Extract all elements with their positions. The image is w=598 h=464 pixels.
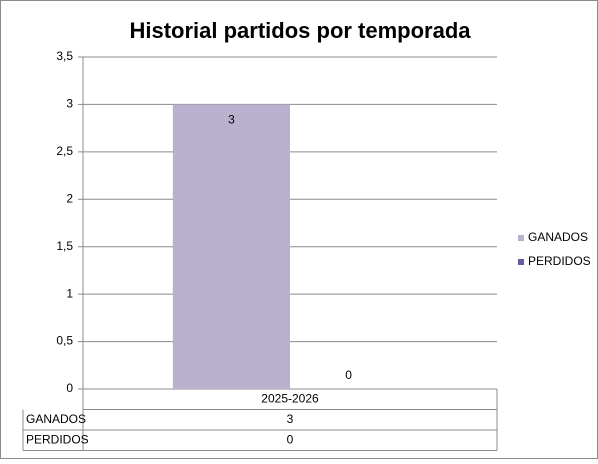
y-tick-label: 2 [66, 191, 73, 205]
legend-label: PERDIDOS [528, 254, 591, 268]
x-tick-label: 2025-2026 [261, 391, 319, 405]
legend-marker [518, 235, 524, 241]
y-tick-label: 3,5 [56, 49, 73, 63]
table-cell: 3 [287, 412, 294, 426]
y-tick-label: 2,5 [56, 144, 73, 158]
y-tick-label: 0 [66, 381, 73, 395]
data-label: 3 [228, 113, 235, 127]
y-tick-label: 1,5 [56, 239, 73, 253]
data-label: 0 [345, 368, 352, 382]
bar [172, 104, 290, 389]
legend-label: GANADOS [528, 230, 588, 244]
table-row-label: PERDIDOS [26, 432, 89, 446]
legend-marker [518, 259, 524, 265]
chart-title: Historial partidos por temporada [129, 18, 471, 43]
y-tick-label: 1 [66, 286, 73, 300]
table-cell: 0 [287, 432, 294, 446]
table-row-label: GANADOS [26, 412, 86, 426]
y-tick-label: 0,5 [56, 334, 73, 348]
y-tick-label: 3 [66, 97, 73, 111]
